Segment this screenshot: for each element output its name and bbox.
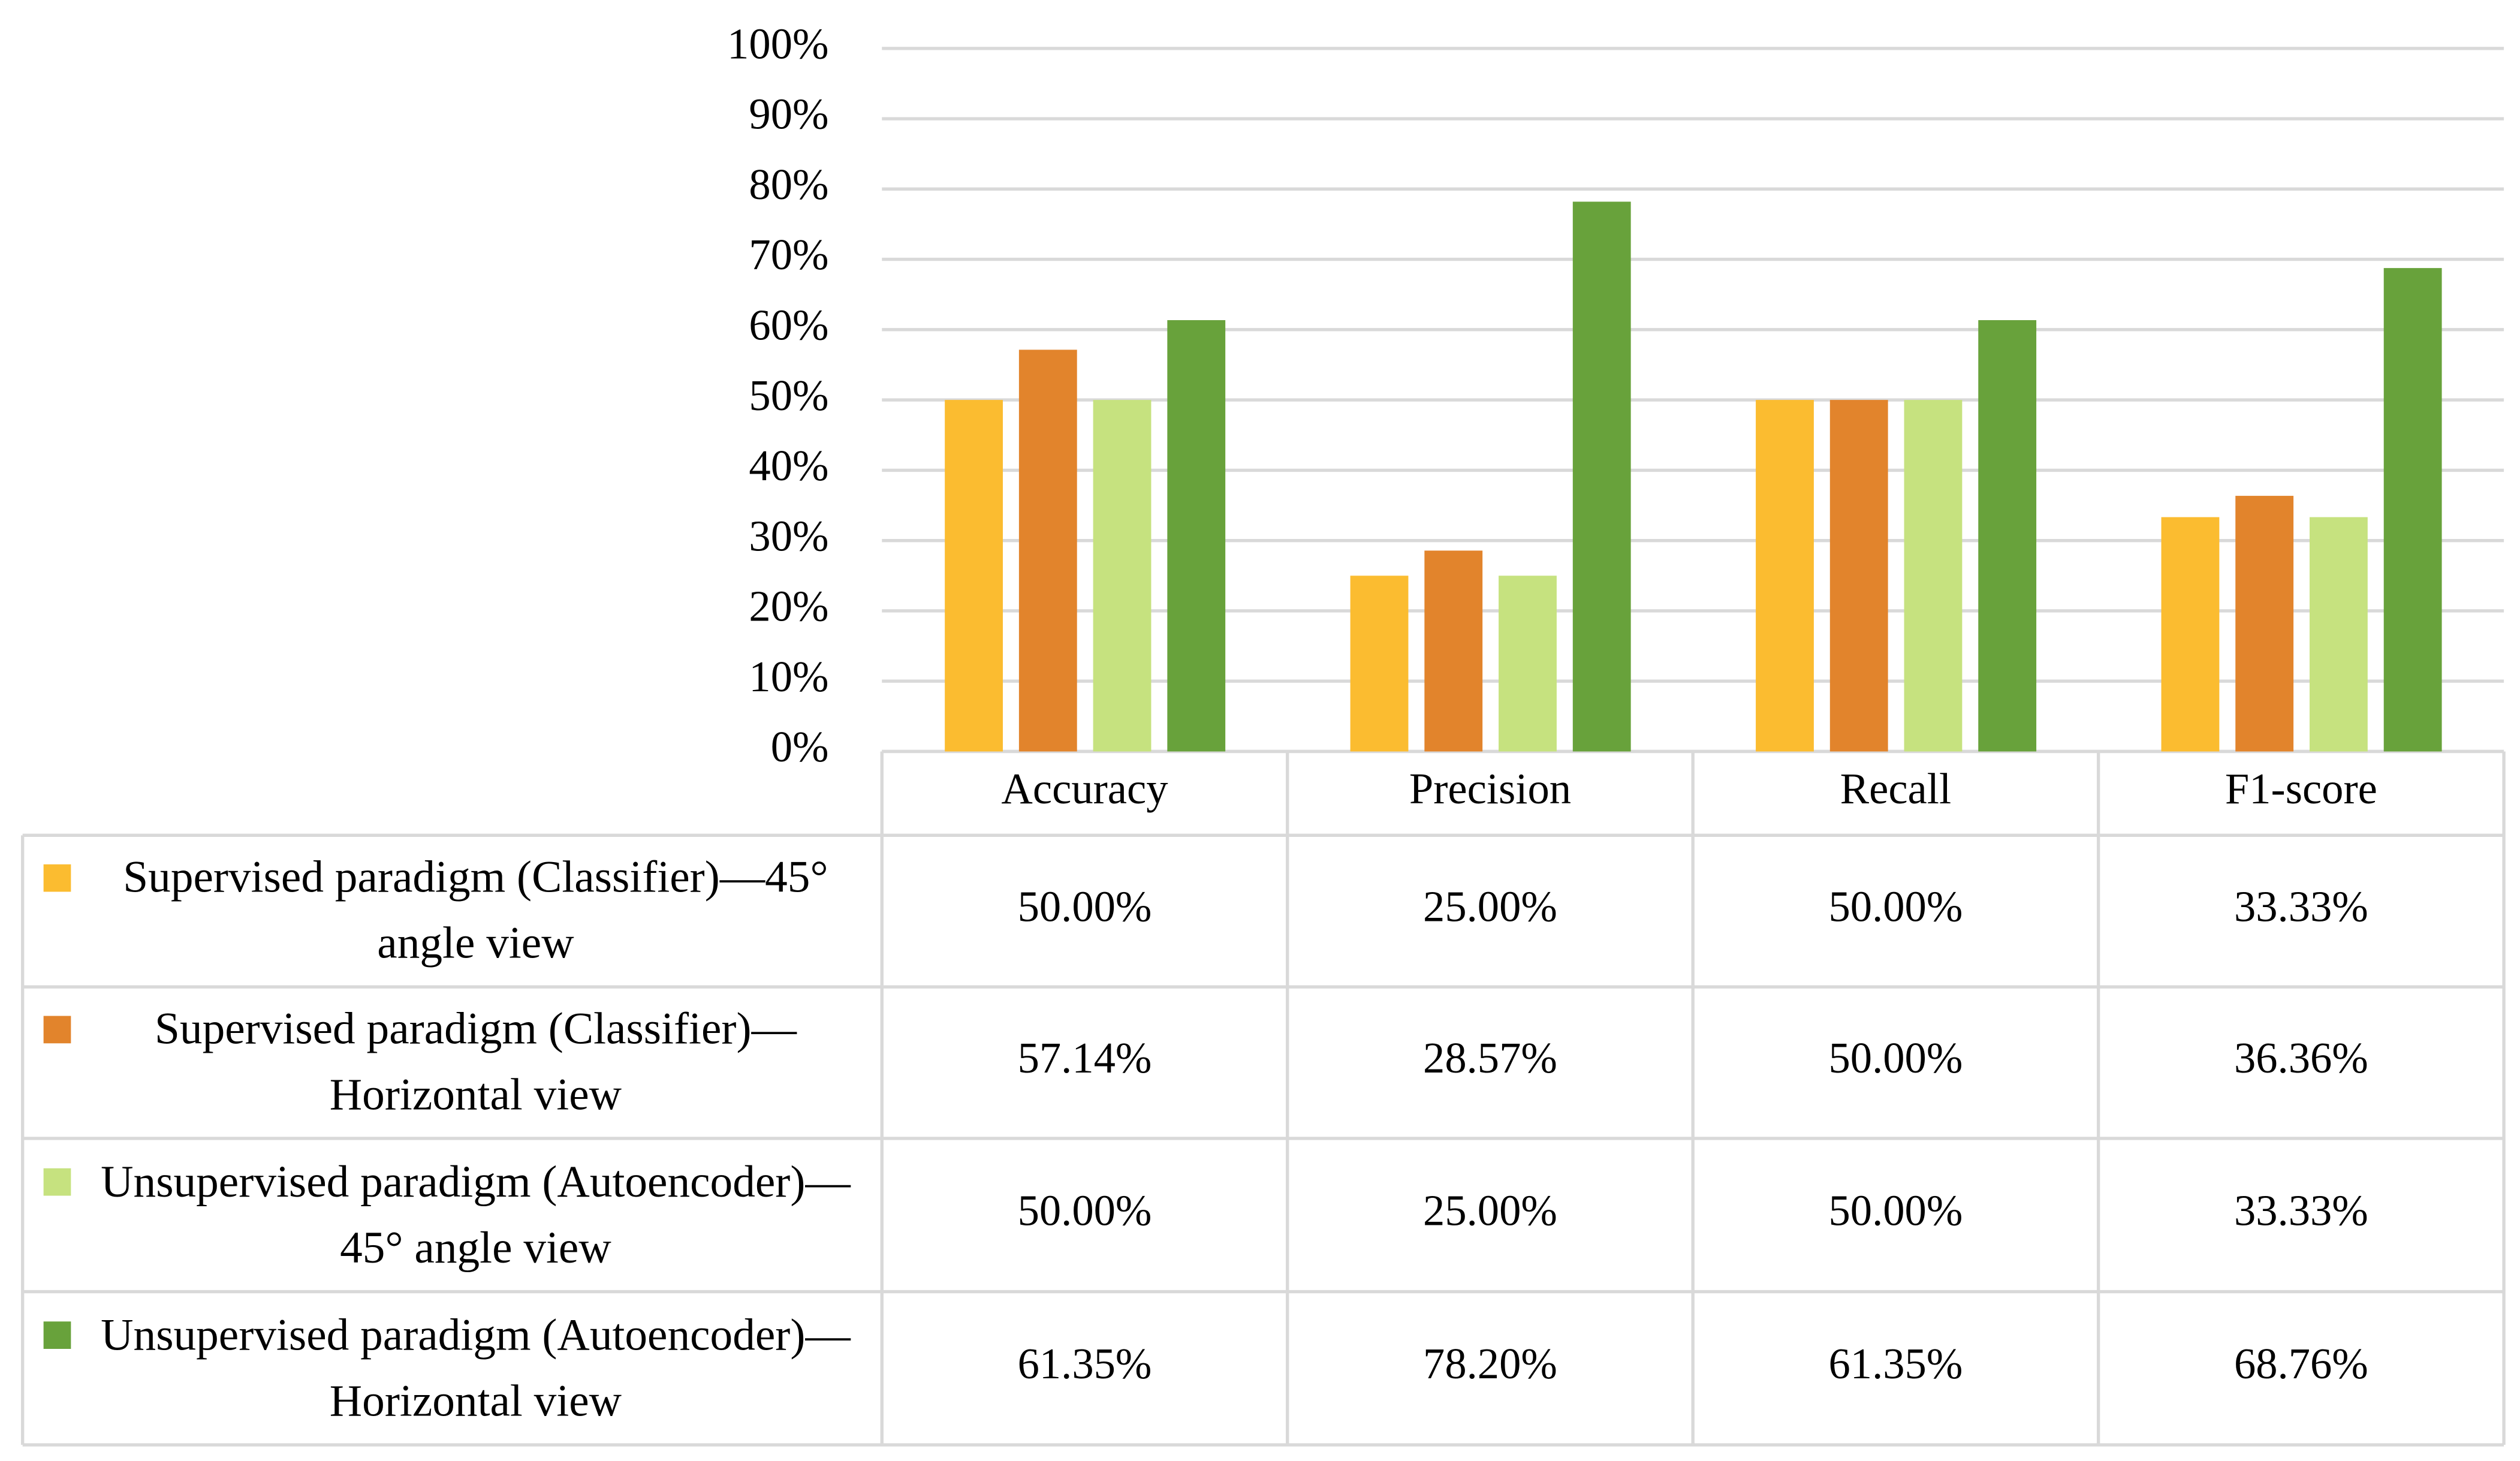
legend-label: Unsupervised paradigm (Autoencoder)—45° … (101, 1156, 851, 1273)
bar (945, 400, 1003, 752)
bar (1978, 320, 2037, 752)
table-value: 36.36% (2234, 1034, 2368, 1082)
legend-cell: Supervised paradigm (Classifier)—Horizon… (155, 1004, 797, 1121)
legend-swatch (43, 1321, 71, 1349)
table-value: 25.00% (1423, 1186, 1557, 1234)
bar (1093, 400, 1152, 752)
y-tick-label: 90% (749, 90, 828, 138)
y-tick-label: 70% (749, 230, 828, 279)
bar (2309, 517, 2368, 752)
bar (1018, 350, 1077, 752)
table-value: 50.00% (1828, 1034, 1963, 1082)
bar (2383, 268, 2442, 752)
legend-label: Supervised paradigm (Classifier)—Horizon… (155, 1004, 797, 1121)
bar (1572, 201, 1631, 752)
x-tick-label: F1-score (2225, 764, 2377, 813)
table-value: 50.00% (1828, 1186, 1963, 1234)
y-tick-label: 60% (749, 301, 828, 350)
y-tick-label: 0% (771, 722, 829, 771)
x-tick-label: Recall (1840, 764, 1951, 813)
bar (1904, 400, 1963, 752)
legend-cell: Unsupervised paradigm (Autoencoder)—45° … (101, 1156, 851, 1273)
x-tick-label: Precision (1409, 764, 1571, 813)
legend-label: Unsupervised paradigm (Autoencoder)—Hori… (101, 1310, 851, 1427)
table-value: 50.00% (1018, 882, 1152, 930)
x-tick-label: Accuracy (1001, 764, 1168, 813)
table-value: 61.35% (1018, 1339, 1152, 1388)
table-value: 33.33% (2234, 1186, 2368, 1234)
table-value: 68.76% (2234, 1339, 2368, 1388)
y-tick-label: 10% (749, 652, 828, 701)
legend-cell: Unsupervised paradigm (Autoencoder)—Hori… (101, 1310, 851, 1427)
y-tick-label: 100% (727, 19, 828, 68)
bar (1499, 576, 1557, 752)
bar (1350, 576, 1409, 752)
table-value: 25.00% (1423, 882, 1557, 930)
table-value: 57.14% (1018, 1034, 1152, 1082)
legend-swatch (43, 1016, 71, 1044)
bar (2161, 517, 2220, 752)
legend-swatch (43, 1168, 71, 1196)
bar (1756, 400, 1814, 752)
bar (1829, 400, 1888, 752)
bar (2235, 496, 2294, 752)
legend-label: Supervised paradigm (Classifier)—45° ang… (123, 852, 828, 969)
y-tick-label: 40% (749, 441, 828, 490)
bar (1424, 550, 1483, 752)
table-value: 50.00% (1018, 1186, 1152, 1234)
table-value: 28.57% (1423, 1034, 1557, 1082)
table-value: 33.33% (2234, 882, 2368, 930)
legend-cell: Supervised paradigm (Classifier)—45° ang… (123, 852, 828, 969)
table-value: 50.00% (1828, 882, 1963, 930)
y-tick-label: 50% (749, 371, 828, 420)
y-tick-label: 20% (749, 582, 828, 631)
table-value: 78.20% (1423, 1339, 1557, 1388)
bar (1167, 320, 1226, 752)
y-tick-label: 30% (749, 511, 828, 560)
table-value: 61.35% (1828, 1339, 1963, 1388)
y-tick-label: 80% (749, 160, 828, 209)
legend-swatch (43, 864, 71, 892)
